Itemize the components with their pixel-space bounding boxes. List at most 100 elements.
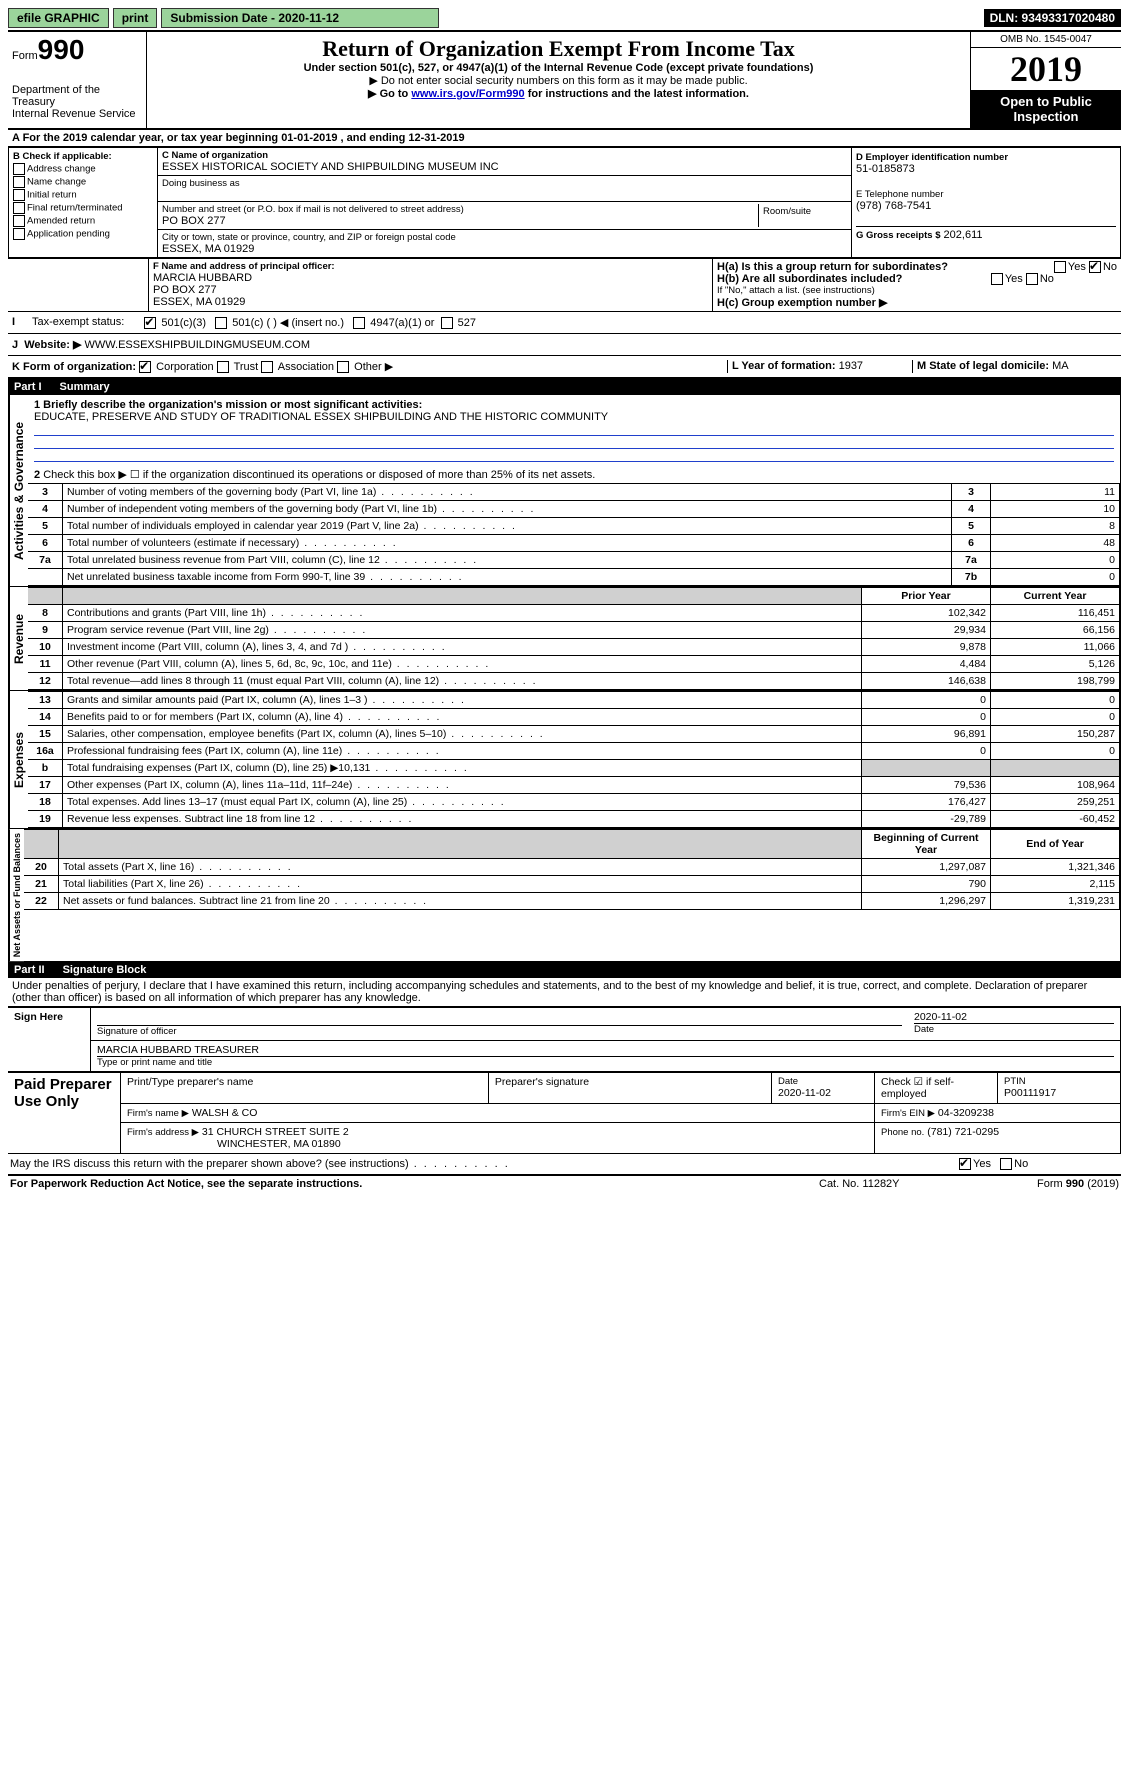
street-address: PO BOX 277 — [162, 215, 758, 227]
part2-title: Signature Block — [63, 964, 147, 976]
instructions-link[interactable]: www.irs.gov/Form990 — [411, 88, 524, 100]
print-button[interactable]: print — [113, 8, 158, 28]
firm-addr1: 31 CHURCH STREET SUITE 2 — [202, 1126, 349, 1138]
discuss-no[interactable] — [1000, 1158, 1012, 1170]
year-formation: 1937 — [839, 360, 863, 372]
officer-name: MARCIA HUBBARD — [153, 272, 708, 284]
chk-4947[interactable] — [353, 317, 365, 329]
governance-table: 3Number of voting members of the governi… — [28, 483, 1120, 586]
firm-addr2: WINCHESTER, MA 01890 — [217, 1138, 341, 1150]
mission-text: EDUCATE, PRESERVE AND STUDY OF TRADITION… — [34, 411, 1114, 423]
ptin-value: P00111917 — [1004, 1087, 1114, 1099]
dln: DLN: 93493317020480 — [984, 9, 1121, 27]
hc-label: H(c) Group exemption number ▶ — [717, 296, 1117, 309]
city-label: City or town, state or province, country… — [162, 232, 847, 243]
fh-row: F Name and address of principal officer:… — [8, 258, 1121, 311]
paid-preparer-table: Paid Preparer Use Only Print/Type prepar… — [8, 1072, 1121, 1154]
g-label: G Gross receipts $ — [856, 230, 940, 241]
line1-label: 1 Briefly describe the organization's mi… — [34, 399, 1114, 411]
omb-number: OMB No. 1545-0047 — [971, 32, 1121, 48]
officer-addr1: PO BOX 277 — [153, 284, 708, 296]
phone-value: (978) 768-7541 — [856, 200, 1116, 212]
firm-name: WALSH & CO — [192, 1107, 258, 1119]
chk-final[interactable] — [13, 202, 25, 214]
firm-addr-label: Firm's address ▶ — [127, 1127, 199, 1138]
pra-notice: For Paperwork Reduction Act Notice, see … — [10, 1178, 819, 1190]
m-label: M State of legal domicile: — [917, 360, 1049, 372]
hb-no[interactable] — [1026, 273, 1038, 285]
part2-header: Part II Signature Block — [8, 962, 1121, 978]
d-label: D Employer identification number — [856, 152, 1116, 163]
chk-assoc[interactable] — [261, 361, 273, 373]
submission-date: Submission Date - 2020-11-12 — [161, 8, 439, 28]
part2-label: Part II — [14, 964, 45, 976]
chk-trust[interactable] — [217, 361, 229, 373]
firm-phone-label: Phone no. — [881, 1127, 924, 1138]
sign-here-label: Sign Here — [8, 1008, 91, 1072]
j-label: Website: ▶ — [24, 339, 81, 351]
chk-other[interactable] — [337, 361, 349, 373]
sig-date-label: Date — [914, 1023, 1114, 1035]
chk-527[interactable] — [441, 317, 453, 329]
vtab-governance: Activities & Governance — [9, 395, 28, 586]
f-label: F Name and address of principal officer: — [153, 261, 708, 272]
ha-no[interactable] — [1089, 261, 1101, 273]
form-label: Form — [12, 50, 38, 62]
tax-year: 2019 — [971, 48, 1121, 90]
firm-name-label: Firm's name ▶ — [127, 1108, 189, 1119]
hb-label: H(b) Are all subordinates included? — [717, 273, 902, 285]
chk-501c[interactable] — [215, 317, 227, 329]
netassets-table: Beginning of Current YearEnd of Year20To… — [24, 829, 1120, 910]
revenue-table: Prior YearCurrent Year8Contributions and… — [28, 587, 1120, 690]
hb-yes[interactable] — [991, 273, 1003, 285]
vtab-netassets: Net Assets or Fund Balances — [9, 829, 24, 961]
col-b: B Check if applicable: Address change Na… — [9, 148, 158, 257]
ha-yes[interactable] — [1054, 261, 1066, 273]
k-label: K Form of organization: — [12, 361, 136, 373]
dept-label: Department of the Treasury — [12, 84, 142, 108]
form-footer: Form 990 (2019) — [969, 1178, 1119, 1190]
sig-date: 2020-11-02 — [914, 1011, 1114, 1023]
chk-initial[interactable] — [13, 189, 25, 201]
hb-note: If "No," attach a list. (see instruction… — [717, 285, 1117, 296]
form-number: 990 — [38, 34, 85, 65]
city-value: ESSEX, MA 01929 — [162, 243, 847, 255]
chk-name[interactable] — [13, 176, 25, 188]
firm-phone: (781) 721-0295 — [927, 1126, 999, 1138]
ein-value: 51-0185873 — [856, 163, 1116, 175]
vtab-revenue: Revenue — [9, 587, 28, 690]
discuss-yes[interactable] — [959, 1158, 971, 1170]
prep-name-hdr: Print/Type preparer's name — [121, 1073, 489, 1104]
discuss-label: May the IRS discuss this return with the… — [10, 1158, 959, 1170]
printed-label: Type or print name and title — [97, 1056, 1114, 1068]
cat-no: Cat. No. 11282Y — [819, 1178, 969, 1190]
prep-date-hdr: Date — [778, 1076, 868, 1087]
line2: 2 Check this box ▶ ☐ if the organization… — [28, 466, 1120, 483]
irs-label: Internal Revenue Service — [12, 108, 142, 120]
ha-label: H(a) Is this a group return for subordin… — [717, 261, 948, 273]
dba-label: Doing business as — [162, 178, 847, 189]
addr-label: Number and street (or P.O. box if mail i… — [162, 204, 758, 215]
ptin-label: PTIN — [1004, 1076, 1114, 1087]
chk-corp[interactable] — [139, 361, 151, 373]
form-title: Return of Organization Exempt From Incom… — [151, 36, 966, 62]
top-bar: efile GRAPHIC print Submission Date - 20… — [8, 8, 1121, 28]
goto-pre: ▶ Go to — [368, 88, 411, 100]
line-a: A For the 2019 calendar year, or tax yea… — [8, 130, 1121, 147]
part1-header: Part I Summary — [8, 379, 1121, 395]
part1-label: Part I — [14, 381, 42, 393]
paid-label: Paid Preparer Use Only — [8, 1073, 121, 1154]
subtitle-1: Under section 501(c), 527, or 4947(a)(1)… — [151, 62, 966, 74]
gross-receipts: 202,611 — [944, 229, 983, 241]
officer-addr2: ESSEX, MA 01929 — [153, 296, 708, 308]
efile-button[interactable]: efile GRAPHIC — [8, 8, 109, 28]
room-label: Room/suite — [759, 204, 847, 227]
vtab-expenses: Expenses — [9, 691, 28, 828]
chk-address[interactable] — [13, 163, 25, 175]
chk-pending[interactable] — [13, 228, 25, 240]
self-employed: Check ☑ if self-employed — [875, 1073, 998, 1104]
chk-amended[interactable] — [13, 215, 25, 227]
chk-501c3[interactable] — [144, 317, 156, 329]
open-public: Open to Public Inspection — [971, 90, 1121, 128]
form-header: Form990 Department of the Treasury Inter… — [8, 30, 1121, 130]
